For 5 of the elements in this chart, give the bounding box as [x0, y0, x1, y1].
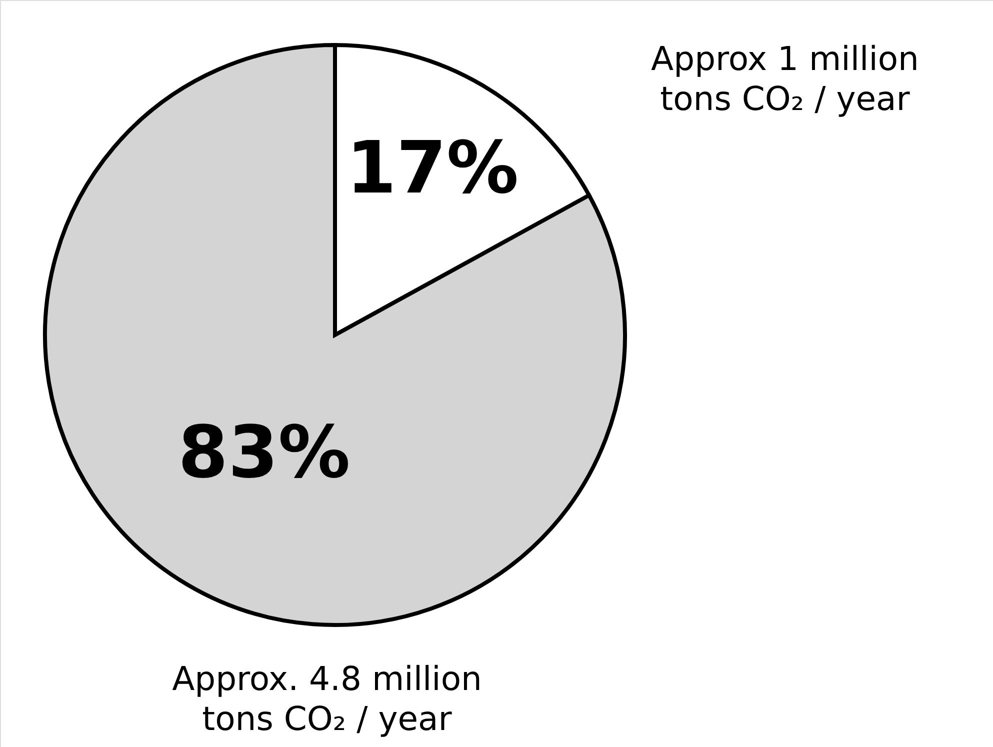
- slice-label: Approx 1 million tons CO₂ / year: [651, 39, 919, 118]
- data-label: 83%: [178, 410, 350, 494]
- pie-slice: [43, 43, 627, 627]
- slice-label: Approx. 4.8 million tons CO₂ / year: [172, 659, 482, 738]
- data-label: 17%: [346, 125, 519, 210]
